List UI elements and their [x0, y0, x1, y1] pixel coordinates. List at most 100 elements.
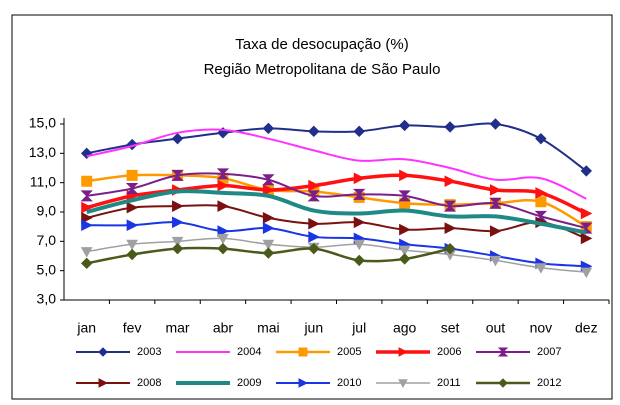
series-line [86, 128, 587, 200]
marker [126, 248, 138, 261]
marker [398, 245, 411, 257]
marker [444, 175, 457, 188]
marker [489, 118, 502, 130]
marker [535, 132, 547, 145]
marker [444, 222, 457, 234]
marker [125, 183, 139, 195]
legend-label: 2003 [137, 346, 161, 358]
x-tick-label: mai [257, 320, 280, 336]
legend-marker [298, 378, 309, 388]
marker [262, 212, 275, 224]
marker [217, 225, 230, 237]
marker [398, 190, 411, 202]
y-tick-label: 3,0 [37, 291, 57, 307]
marker [126, 169, 138, 181]
marker [535, 196, 547, 208]
marker [398, 119, 411, 132]
x-tick-label: nov [530, 320, 553, 336]
legend-label: 2008 [137, 377, 161, 389]
marker [399, 169, 411, 182]
marker [535, 187, 547, 199]
marker [80, 247, 93, 258]
x-tick-label: abr [213, 320, 234, 336]
legend-marker [398, 379, 408, 389]
marker [172, 216, 184, 229]
marker [443, 200, 457, 212]
marker [444, 242, 456, 255]
marker [217, 233, 229, 245]
marker [172, 200, 184, 212]
marker [262, 247, 275, 259]
x-tick-label: dez [575, 320, 598, 336]
chart-title: Taxa de desocupação (%) [235, 36, 408, 53]
marker [535, 263, 547, 274]
x-tick-label: jul [351, 320, 366, 336]
x-tick-label: jun [303, 320, 323, 336]
y-tick-label: 7,0 [37, 232, 57, 248]
legend-label: 2011 [437, 377, 461, 389]
marker [353, 125, 365, 138]
legend-marker [398, 347, 409, 357]
marker [217, 200, 230, 212]
legend-label: 2005 [337, 346, 361, 358]
legend-label: 2007 [537, 346, 561, 358]
marker [308, 125, 320, 138]
marker [580, 267, 593, 279]
marker [80, 190, 93, 202]
series-line [86, 189, 587, 235]
marker [308, 179, 320, 192]
marker [262, 239, 275, 251]
y-tick-label: 15,0 [29, 115, 56, 131]
marker [308, 231, 320, 243]
marker [126, 219, 139, 232]
marker [353, 172, 366, 185]
marker [262, 184, 275, 196]
marker [353, 254, 365, 267]
y-tick-label: 11,0 [30, 173, 56, 189]
marker [216, 168, 230, 180]
legend-label: 2006 [437, 346, 461, 358]
marker [580, 165, 592, 177]
legend-marker [298, 347, 308, 357]
marker [353, 216, 366, 229]
marker [262, 122, 275, 135]
marker [308, 217, 320, 230]
marker [489, 225, 502, 237]
marker [262, 174, 275, 186]
x-tick-label: jan [76, 320, 96, 336]
y-tick-label: 13,0 [29, 144, 56, 160]
marker [81, 175, 93, 187]
legend-label: 2004 [237, 346, 261, 358]
marker [307, 190, 320, 202]
y-tick-label: 5,0 [37, 261, 57, 277]
marker [81, 219, 93, 232]
chart-subtitle: Região Metropolitana de São Paulo [204, 61, 441, 78]
marker [398, 253, 411, 265]
marker [81, 257, 93, 270]
legend-marker [498, 378, 508, 388]
marker [489, 255, 502, 267]
marker [171, 236, 184, 248]
legend-marker [98, 347, 108, 357]
marker [126, 201, 139, 214]
marker [489, 184, 502, 196]
marker [171, 242, 184, 255]
marker [399, 223, 411, 236]
marker [489, 197, 502, 209]
legend-marker [497, 347, 509, 357]
y-tick-label: 9,0 [37, 203, 57, 219]
x-tick-label: ago [393, 320, 417, 336]
marker [262, 222, 275, 234]
marker [353, 239, 366, 251]
series-line [86, 237, 587, 273]
legend-label: 2012 [537, 377, 561, 389]
marker [353, 188, 366, 200]
legend-label: 2010 [337, 377, 361, 389]
x-tick-label: fev [123, 320, 142, 336]
marker [580, 207, 593, 220]
marker [580, 232, 593, 245]
series-line [86, 172, 587, 230]
marker [308, 242, 320, 255]
marker [171, 169, 184, 181]
